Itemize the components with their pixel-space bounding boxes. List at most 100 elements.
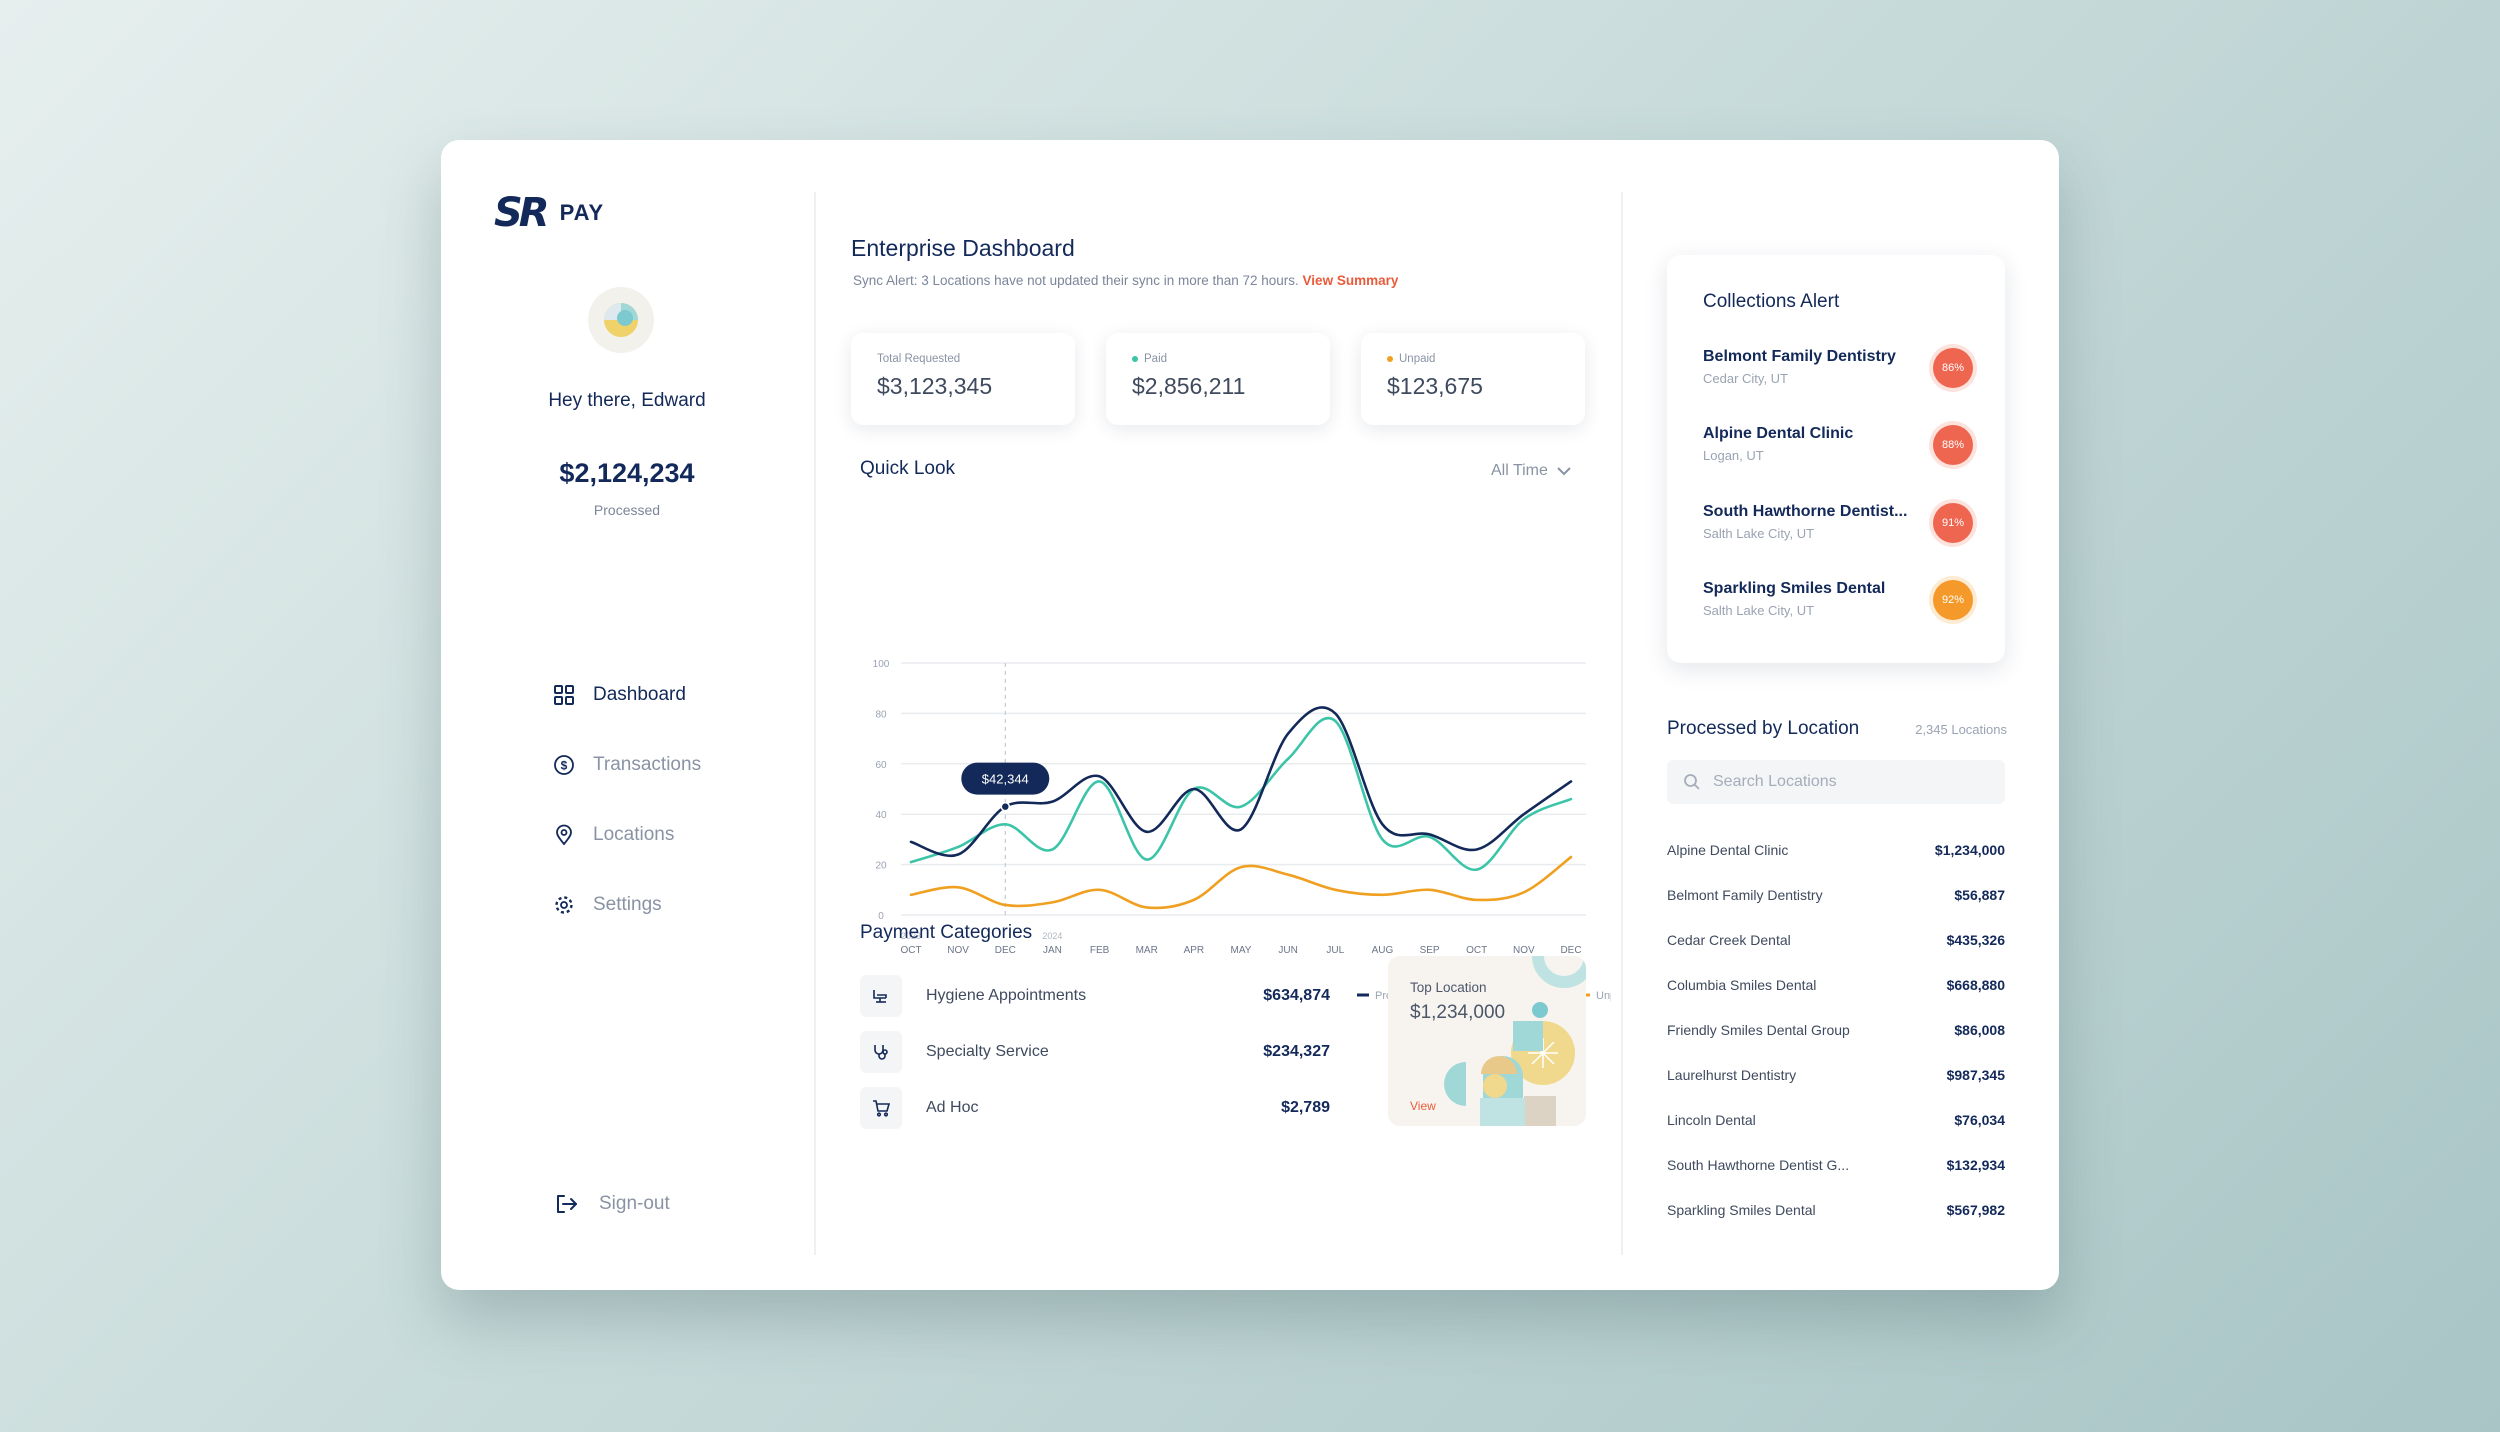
location-name: Laurelhurst Dentistry (1667, 1067, 1797, 1083)
year-label: 2023 (901, 931, 921, 941)
x-tick-label: OCT (1466, 945, 1487, 956)
quick-look-chart: 0 20 40 60 80 100 OCT NOV DEC JAN FEB MAR APR MAY JUN J… (873, 659, 1611, 1002)
alert-city: Salth Lake City, UT (1703, 603, 1815, 618)
location-name: Belmont Family Dentistry (1667, 887, 1823, 903)
brand-logo[interactable]: SR PAY (494, 190, 604, 236)
location-name: Alpine Dental Clinic (1667, 842, 1789, 858)
category-label: Hygiene Appointments (926, 987, 1087, 1004)
gear-icon (555, 896, 573, 914)
nav-item-settings[interactable]: Settings (553, 870, 701, 940)
location-row[interactable]: Laurelhurst Dentistry $987,345 (1667, 1063, 2005, 1087)
location-amount: $1,234,000 (1934, 842, 2005, 858)
category-row[interactable]: Ad Hoc $2,789 (860, 1087, 1330, 1129)
alert-practice-name: South Hawthorne Dentist... (1703, 503, 1908, 520)
x-tick-label: DEC (995, 945, 1016, 956)
location-row[interactable]: Sparkling Smiles Dental $567,982 (1667, 1198, 2005, 1222)
stat-card-unpaid: Unpaid $123,675 (1361, 333, 1585, 425)
nav-label-transactions: Transactions (593, 754, 702, 775)
alert-percent-badge: 86% (1933, 348, 1973, 388)
location-name: Friendly Smiles Dental Group (1667, 1022, 1850, 1038)
category-value: $634,874 (1263, 987, 1330, 1004)
search-input[interactable] (1713, 773, 1973, 791)
cart-icon (860, 1087, 902, 1129)
alert-item[interactable]: South Hawthorne Dentist... Salth Lake Ci… (1703, 503, 1973, 563)
processed-amount: $2,124,234 (559, 458, 695, 488)
brand-name: PAY (559, 200, 605, 225)
avatar-icon (604, 303, 638, 337)
signout-label: Sign-out (599, 1193, 670, 1214)
alert-practice-name: Belmont Family Dentistry (1703, 348, 1896, 365)
x-tick-label: APR (1184, 945, 1205, 956)
stethoscope-icon (860, 1031, 902, 1073)
page-title: Enterprise Dashboard (851, 235, 1075, 261)
dental-chair-icon (860, 975, 902, 1017)
category-row[interactable]: Specialty Service $234,327 (860, 1031, 1330, 1073)
location-row[interactable]: Friendly Smiles Dental Group $86,008 (1667, 1018, 2005, 1042)
nav-item-transactions[interactable]: $ Transactions (553, 730, 701, 800)
x-tick-label: FEB (1090, 945, 1110, 956)
alert-item[interactable]: Alpine Dental Clinic Logan, UT 88% (1703, 425, 1973, 485)
location-name: Sparkling Smiles Dental (1667, 1202, 1816, 1218)
location-amount: $56,887 (1954, 887, 2005, 903)
decorative-shapes-icon (1444, 956, 1586, 1126)
tooltip-bubble (961, 762, 1050, 795)
quick-look-title: Quick Look (860, 458, 956, 479)
stat-value: $2,856,211 (1132, 373, 1246, 399)
top-location-card[interactable]: Top Location $1,234,000 View (1388, 956, 1586, 1126)
unpaid-dot (1387, 356, 1393, 362)
y-tick-label: 80 (875, 709, 887, 720)
location-row[interactable]: Alpine Dental Clinic $1,234,000 (1667, 838, 2005, 862)
alert-city: Logan, UT (1703, 448, 1764, 463)
location-row[interactable]: Cedar Creek Dental $435,326 (1667, 928, 2005, 952)
nav-item-dashboard[interactable]: Dashboard (553, 660, 701, 730)
location-row[interactable]: Columbia Smiles Dental $668,880 (1667, 973, 2005, 997)
x-tick-label: AUG (1372, 945, 1394, 956)
top-location-view-link[interactable]: View (1410, 1099, 1436, 1113)
alert-practice-name: Sparkling Smiles Dental (1703, 580, 1886, 597)
dollar-icon: $ (554, 755, 574, 775)
search-icon (1684, 774, 1700, 790)
location-count: 2,345 Locations (1915, 722, 2007, 737)
dashboard-window: SR PAY Hey there, Edward $2,124,234 Proc… (441, 140, 2059, 1290)
view-summary-link[interactable]: View Summary (1302, 273, 1399, 288)
location-amount: $76,034 (1954, 1112, 2005, 1128)
processed-label: Processed (593, 502, 661, 518)
location-amount: $567,982 (1946, 1202, 2005, 1218)
location-row[interactable]: Belmont Family Dentistry $56,887 (1667, 883, 2005, 907)
location-row[interactable]: South Hawthorne Dentist G... $132,934 (1667, 1153, 2005, 1177)
svg-text:$: $ (561, 759, 568, 773)
tooltip-value: $42,344 (982, 772, 1029, 787)
time-range-label: All Time (1491, 462, 1548, 479)
location-name: Columbia Smiles Dental (1667, 977, 1817, 993)
location-row[interactable]: Lincoln Dental $76,034 (1667, 1108, 2005, 1132)
sync-alert-text: Sync Alert: 3 Locations have not updated… (853, 273, 1299, 288)
paid-dot (1132, 356, 1138, 362)
map-pin-icon (556, 824, 572, 846)
x-tick-label: MAY (1231, 945, 1252, 956)
alert-item[interactable]: Belmont Family Dentistry Cedar City, UT … (1703, 348, 1973, 408)
stat-label: Paid (1132, 353, 1304, 365)
stat-card-paid: Paid $2,856,211 (1106, 333, 1330, 425)
time-range-dropdown[interactable]: All Time (1491, 462, 1572, 480)
nav-item-locations[interactable]: Locations (553, 800, 701, 870)
alert-percent-badge: 92% (1933, 580, 1973, 620)
location-name: South Hawthorne Dentist G... (1667, 1157, 1850, 1173)
alert-percent-badge: 88% (1933, 425, 1973, 465)
greeting: Hey there, Edward (548, 390, 706, 411)
top-location-value: $1,234,000 (1410, 1002, 1506, 1023)
location-search-box (1667, 760, 2005, 804)
x-tick-label: JAN (1043, 945, 1062, 956)
x-tick-label: SEP (1420, 945, 1440, 956)
x-tick-label: JUN (1278, 945, 1297, 956)
nav-label-locations: Locations (593, 824, 675, 845)
avatar[interactable] (588, 287, 654, 353)
brand-mark: SR (494, 190, 550, 236)
y-tick-label: 0 (878, 911, 884, 922)
location-amount: $668,880 (1946, 977, 2005, 993)
alert-item[interactable]: Sparkling Smiles Dental Salth Lake City,… (1703, 580, 1973, 640)
signout-button[interactable]: Sign-out (555, 1193, 670, 1215)
category-label: Specialty Service (926, 1043, 1049, 1060)
x-tick-label: NOV (1513, 945, 1535, 956)
processed-by-location-title: Processed by Location (1667, 718, 1860, 739)
category-row[interactable]: Hygiene Appointments $634,874 (860, 975, 1330, 1017)
